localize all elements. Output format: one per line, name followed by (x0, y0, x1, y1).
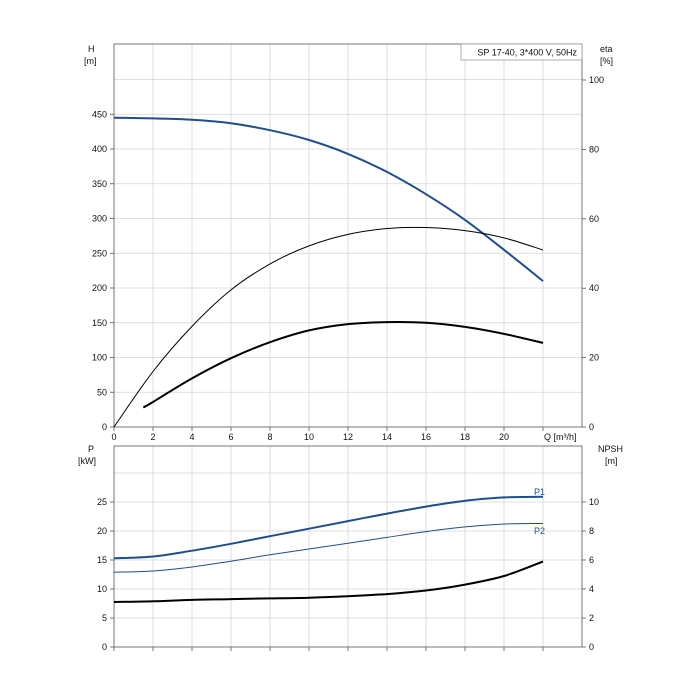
y-left-label: H (88, 44, 95, 54)
y-left-unit-bottom: [kW] (78, 456, 96, 466)
top-x-tick-label: 12 (343, 432, 353, 442)
bottom-series-2-line (113, 560, 544, 603)
top-y-right-tick-label: 20 (589, 353, 599, 363)
top-y-left-tick-label: 150 (92, 318, 107, 328)
top-x-tick-label: 20 (499, 432, 509, 442)
x-axis-label: Q [m³/h] (544, 432, 577, 442)
top-series-0-line (113, 116, 544, 282)
top-y-left-tick-label: 300 (92, 214, 107, 224)
bottom-series-0-line (113, 495, 544, 560)
y-right-unit-bottom: [m] (605, 456, 618, 466)
top-y-right-tick-label: 80 (589, 144, 599, 154)
top-series-1-line (113, 226, 544, 428)
top-y-left-tick-label: 0 (102, 422, 107, 432)
top-x-tick-label: 0 (111, 432, 116, 442)
top-x-tick-label: 8 (267, 432, 272, 442)
bottom-y-right-tick-label: 8 (589, 526, 594, 536)
series-label-p2: P2 (534, 526, 545, 536)
bottom-y-left-tick-label: 25 (97, 497, 107, 507)
top-y-right-tick-label: 0 (589, 422, 594, 432)
top-y-left-tick-label: 200 (92, 283, 107, 293)
top-x-tick-label: 6 (228, 432, 233, 442)
top-y-right-tick-label: 100 (589, 75, 604, 85)
top-y-right-tick-label: 60 (589, 214, 599, 224)
series-label-p1: P1 (534, 487, 545, 497)
y-right-unit: [%] (600, 56, 613, 66)
bottom-y-left-tick-label: 5 (102, 613, 107, 623)
bottom-y-right-tick-label: 4 (589, 584, 594, 594)
power-npsh-panel: 0 5 10 15 20 25 0 2 4 6 8 10 (97, 445, 599, 652)
top-x-tick-label: 10 (304, 432, 314, 442)
top-x-tick-label: 16 (421, 432, 431, 442)
bottom-y-right-tick-label: 0 (589, 642, 594, 652)
top-y-right-tick-label: 40 (589, 283, 599, 293)
top-y-left-tick-label: 350 (92, 179, 107, 189)
bottom-y-left-tick-label: 20 (97, 526, 107, 536)
top-y-left-tick-label: 450 (92, 109, 107, 119)
title-box (460, 43, 583, 61)
y-right-label: eta (600, 44, 613, 54)
bottom-y-left-tick-label: 15 (97, 555, 107, 565)
bottom-y-left-tick-label: 0 (102, 642, 107, 652)
top-y-left-tick-label: 400 (92, 144, 107, 154)
bottom-y-right-tick-label: 6 (589, 555, 594, 565)
bottom-y-right-tick-label: 2 (589, 613, 594, 623)
top-x-tick-label: 14 (382, 432, 392, 442)
top-series-2-line (142, 320, 544, 409)
bottom-y-right-tick-label: 10 (589, 497, 599, 507)
top-x-tick-label: 18 (460, 432, 470, 442)
bottom-y-left-tick-label: 10 (97, 584, 107, 594)
chart-title: SP 17-40, 3*400 V, 50Hz (477, 48, 577, 58)
top-x-tick-label: 2 (150, 432, 155, 442)
y-right-label-bottom: NPSH (598, 444, 623, 454)
top-y-left-tick-label: 50 (97, 387, 107, 397)
bottom-series-1-line (113, 523, 544, 573)
head-efficiency-panel: 0 50 100 150 200 250 300 350 400 450 0 20 40 60 80 100 0… (92, 43, 604, 442)
top-y-left-tick-label: 100 (92, 353, 107, 363)
y-left-label-bottom: P (88, 444, 94, 454)
top-y-left-tick-label: 250 (92, 248, 107, 258)
y-left-unit: [m] (84, 56, 97, 66)
top-x-tick-label: 4 (189, 432, 194, 442)
